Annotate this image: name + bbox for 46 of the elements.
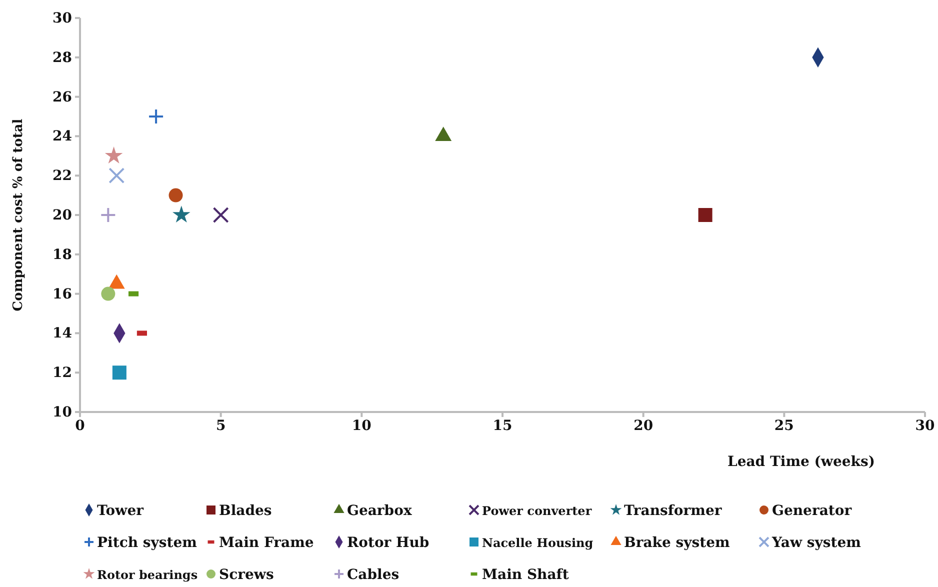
legend-label: Blades bbox=[219, 503, 272, 519]
y-tick-label: 10 bbox=[52, 404, 72, 420]
legend-label: Power converter bbox=[482, 504, 592, 518]
legend-label: Yaw system bbox=[771, 535, 862, 551]
y-tick-label: 18 bbox=[52, 246, 72, 263]
point bbox=[101, 286, 116, 301]
point bbox=[108, 168, 125, 184]
legend-label: Brake system bbox=[624, 535, 730, 551]
y-tick-label: 30 bbox=[52, 10, 72, 26]
x-tick-label: 30 bbox=[915, 418, 935, 434]
x-tick-label: 0 bbox=[75, 418, 86, 434]
legend-label: Transformer bbox=[624, 503, 722, 519]
legend-label: Pitch system bbox=[97, 535, 198, 551]
point bbox=[104, 146, 123, 164]
x-tick-label: 5 bbox=[216, 418, 226, 434]
point bbox=[172, 206, 190, 223]
legend-label: Gearbox bbox=[347, 503, 412, 519]
y-tick-label: 24 bbox=[52, 128, 72, 145]
y-tick-label: 14 bbox=[52, 326, 72, 342]
y-tick-label: 20 bbox=[52, 207, 72, 224]
legend-label: Screws bbox=[219, 567, 274, 583]
y-tick-label: 22 bbox=[52, 168, 72, 184]
legend-label: Cables bbox=[347, 567, 400, 583]
legend-label: Tower bbox=[97, 503, 144, 519]
y-axis-title: Component cost % of total bbox=[11, 118, 26, 312]
point bbox=[698, 208, 712, 222]
point bbox=[168, 188, 183, 202]
legend-label: Nacelle Housing bbox=[482, 536, 594, 550]
point bbox=[100, 207, 116, 223]
legend-label: Generator bbox=[772, 503, 852, 519]
x-axis-title: Lead Time (weeks) bbox=[727, 454, 875, 470]
y-tick-label: 28 bbox=[52, 50, 72, 66]
point bbox=[148, 108, 164, 124]
legend-label: Main Shaft bbox=[482, 567, 570, 583]
legend-label: Rotor bearings bbox=[97, 568, 198, 582]
x-tick-label: 10 bbox=[352, 418, 372, 434]
x-tick-label: 15 bbox=[492, 418, 512, 434]
x-tick-label: 25 bbox=[774, 418, 794, 434]
point bbox=[112, 366, 126, 380]
point bbox=[212, 207, 229, 223]
y-tick-label: 12 bbox=[52, 365, 72, 382]
x-tick-label: 20 bbox=[634, 418, 654, 434]
y-tick-label: 16 bbox=[52, 286, 72, 302]
legend-label: Main Frame bbox=[219, 535, 314, 551]
legend-label: Rotor Hub bbox=[347, 535, 430, 551]
y-tick-label: 26 bbox=[52, 89, 72, 106]
